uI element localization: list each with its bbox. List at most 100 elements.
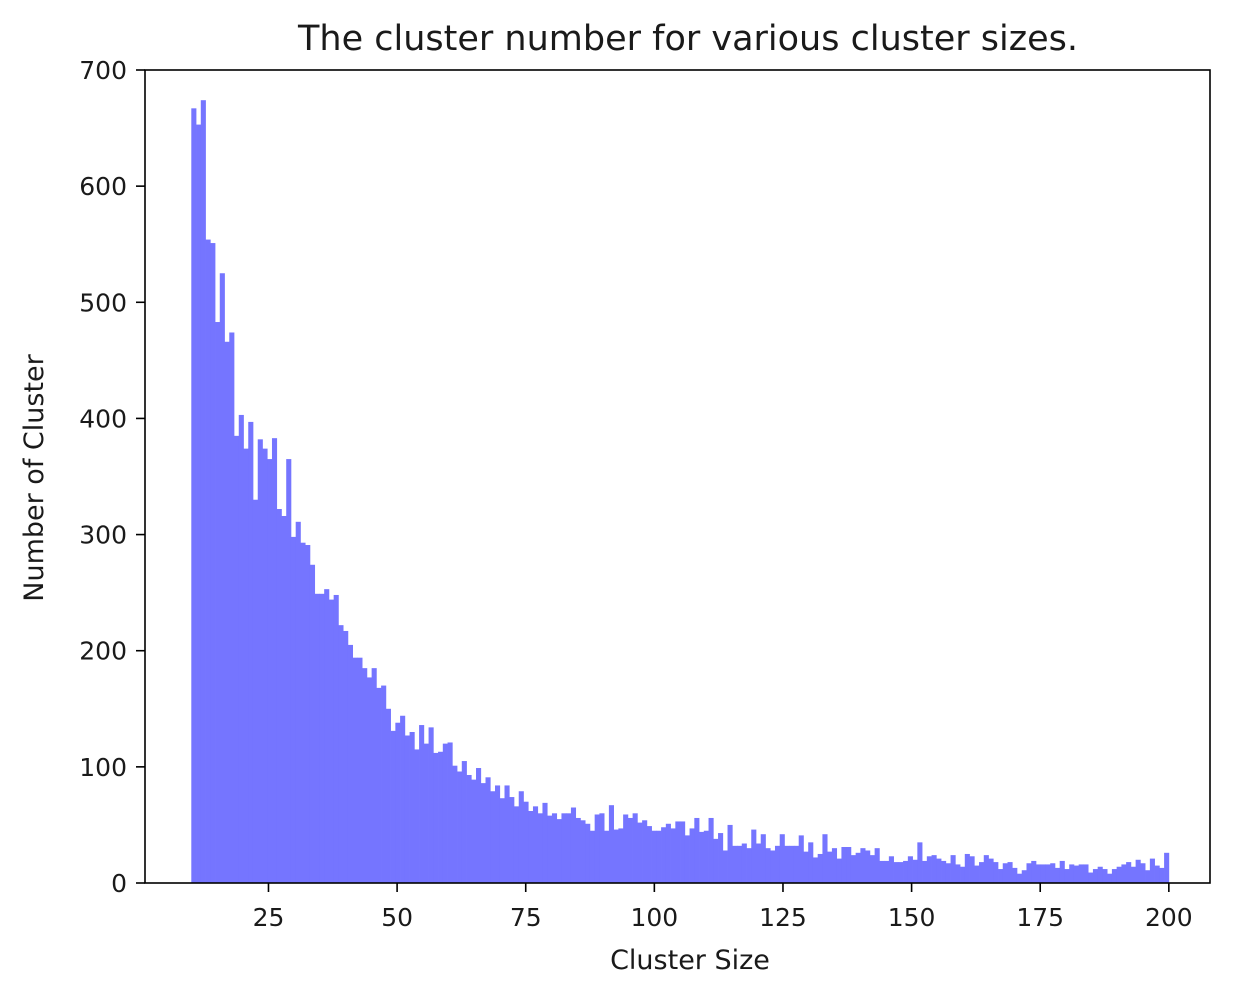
histogram-bar: [551, 813, 558, 883]
histogram-bar: [324, 589, 330, 883]
histogram-bar: [798, 835, 804, 883]
histogram-bar: [817, 853, 823, 883]
histogram-bar: [319, 593, 325, 883]
histogram-bar: [395, 722, 401, 883]
histogram-bar: [964, 853, 970, 883]
histogram-bar: [461, 761, 467, 883]
histogram-bar: [865, 850, 871, 883]
histogram-bar: [1059, 860, 1065, 883]
histogram-bar: [528, 810, 534, 883]
histogram-bar: [570, 807, 577, 883]
histogram-bar: [737, 845, 743, 883]
histogram-bar: [537, 813, 543, 883]
histogram-bar: [884, 860, 890, 883]
histogram-bar: [1073, 865, 1080, 883]
histogram-bar: [362, 668, 368, 883]
histogram-bar: [831, 848, 838, 883]
histogram-bar: [423, 743, 429, 883]
histogram-bar: [879, 860, 885, 883]
histogram-bar: [575, 817, 581, 883]
histogram-bar: [774, 845, 781, 883]
histogram-bar: [907, 856, 913, 883]
histogram-bar: [993, 862, 999, 883]
histogram-bar: [670, 828, 676, 883]
histogram-bar: [257, 439, 263, 883]
histogram-bar: [855, 852, 861, 883]
histogram-bar: [252, 499, 259, 883]
histogram-bar: [224, 341, 230, 883]
histogram-bar: [556, 819, 562, 883]
histogram-bar: [267, 459, 273, 883]
histogram-bar: [485, 777, 491, 883]
histogram-bar: [874, 848, 880, 883]
histogram-bar: [637, 822, 643, 883]
histogram-bar: [779, 834, 785, 883]
histogram-bar: [210, 243, 216, 884]
histogram-bar: [262, 448, 268, 883]
histogram-bar: [850, 855, 856, 883]
histogram-bar: [585, 823, 591, 883]
histogram-bar: [333, 594, 339, 883]
histogram-bar: [841, 847, 847, 883]
plot-frame: [144, 69, 1211, 884]
histogram-bar: [442, 743, 448, 883]
y-axis-ticks: 0 100 200 300 400 500 600 700: [79, 56, 145, 898]
histogram-bar: [846, 847, 852, 883]
histogram-bar: [1116, 866, 1122, 883]
x-tick-label: 125: [759, 903, 807, 932]
histogram-bar: [760, 834, 766, 883]
histogram-bar: [281, 515, 287, 883]
histogram-bar: [661, 827, 667, 883]
histogram-bar: [513, 806, 520, 883]
histogram-bar: [328, 599, 335, 883]
histogram-bar: [290, 536, 297, 883]
histogram-bar: [295, 521, 301, 883]
histogram-bar: [627, 817, 633, 883]
histogram-bar: [466, 774, 472, 883]
histogram-bar: [869, 855, 875, 883]
histogram-bar: [1078, 864, 1084, 883]
x-tick-label: 50: [381, 903, 413, 932]
histogram-bar: [580, 820, 586, 883]
x-tick-label: 75: [510, 903, 542, 932]
histogram-bar: [1069, 864, 1075, 883]
histogram-bar: [1002, 863, 1008, 883]
histogram-bar: [917, 842, 923, 883]
histogram-bar: [371, 668, 377, 883]
histogram-bar: [955, 864, 961, 883]
histogram-bar: [793, 845, 800, 883]
histogram-bar: [642, 820, 648, 883]
histogram-bar: [305, 545, 311, 883]
x-tick-label: 200: [1145, 903, 1193, 932]
y-tick-label: 700: [79, 56, 127, 85]
histogram-bar: [822, 834, 828, 883]
histogram-bar: [234, 435, 240, 883]
histogram-bar: [343, 630, 349, 883]
histogram-bar: [314, 593, 320, 883]
histogram-bar: [561, 813, 567, 883]
histogram-bar: [998, 869, 1004, 883]
histogram-bar: [1040, 864, 1046, 883]
histogram-bar: [352, 657, 358, 883]
histogram-bar: [1088, 872, 1094, 883]
histogram-bar: [404, 735, 410, 883]
histogram-bar: [903, 860, 909, 883]
histogram-bar: [703, 830, 709, 883]
histogram-bar: [1140, 863, 1146, 883]
histogram-bar: [300, 542, 306, 883]
y-tick-label: 0: [111, 869, 127, 898]
histogram-bar: [684, 835, 690, 883]
histogram-bar: [756, 843, 762, 883]
x-tick-label: 100: [630, 903, 678, 932]
histogram-bar: [613, 829, 619, 883]
histogram-bar: [447, 742, 453, 883]
histogram-bar: [651, 830, 657, 883]
histogram-bar: [732, 845, 738, 883]
histogram-bar: [722, 850, 728, 883]
histogram-bar: [741, 843, 747, 883]
histogram-bar: [238, 414, 244, 883]
histogram-bar: [656, 830, 662, 883]
histogram-bar: [1045, 864, 1051, 883]
histogram-bar: [1007, 862, 1013, 883]
histogram-bar: [219, 273, 225, 883]
